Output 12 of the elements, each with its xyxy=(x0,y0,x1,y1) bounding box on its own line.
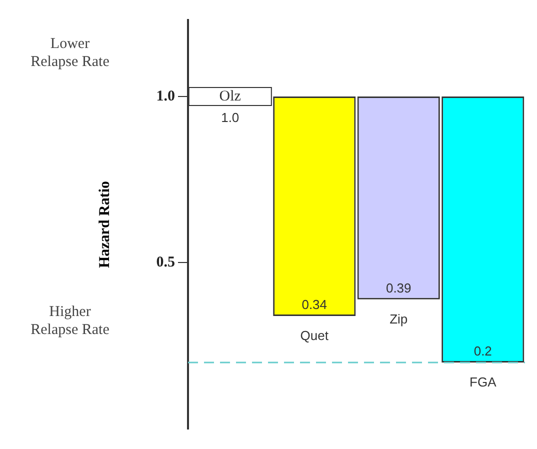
text: Higher Relapse Rate xyxy=(30,304,110,338)
x-tick-label: Olz xyxy=(219,88,242,104)
y-tick-label: 0.5 xyxy=(156,254,175,271)
text: Lower Relapse Rate xyxy=(30,36,110,70)
annotation: 1.0 xyxy=(221,110,240,126)
annotation: 0.39 xyxy=(386,280,412,296)
x-tick-label: Zip xyxy=(390,311,408,326)
x-tick-label: Quet xyxy=(300,328,329,344)
annotation: 0.2 xyxy=(474,344,492,359)
y-axis-title: Hazard Ratio xyxy=(96,180,113,268)
x-tick-label: FGA xyxy=(470,374,497,390)
annotation: 0.34 xyxy=(302,297,328,312)
